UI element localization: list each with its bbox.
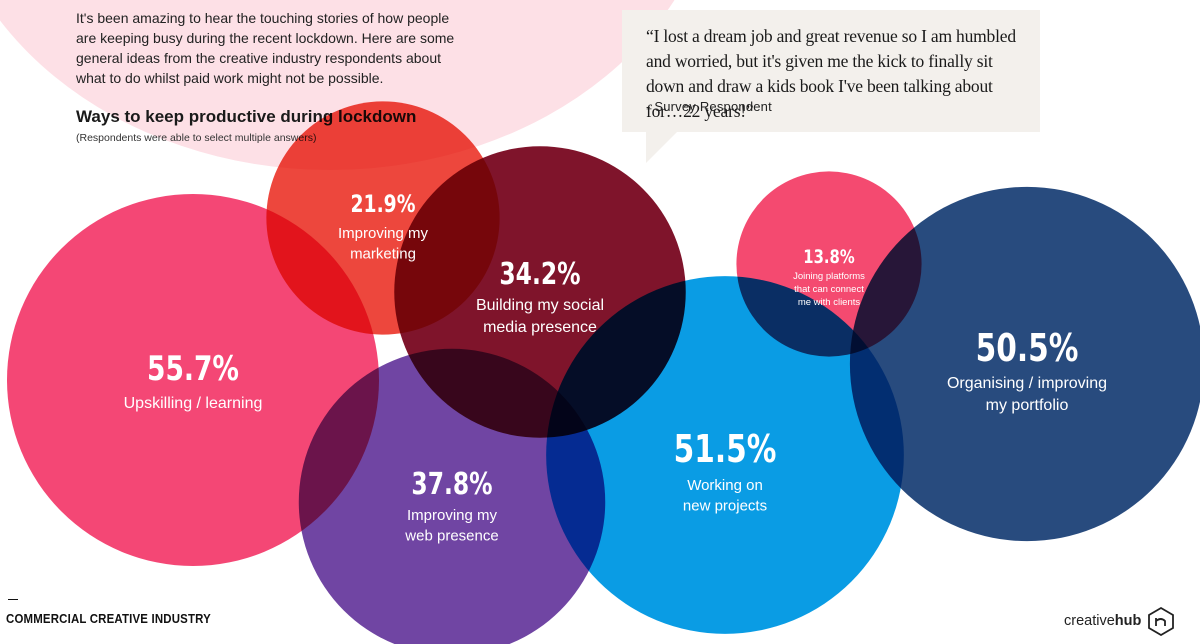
value-label-upskilling: 55.7%: [147, 350, 239, 389]
brand-bold: hub: [1114, 613, 1142, 629]
value-label-marketing: 21.9%: [351, 191, 416, 219]
brand: creativehub: [1064, 606, 1175, 636]
quote-tail: [646, 131, 678, 163]
category-label-platforms: Joining platforms: [793, 271, 865, 282]
category-label-projects: Working on: [687, 477, 763, 494]
chart-subtitle: (Respondents were able to select multipl…: [76, 132, 317, 144]
brand-regular: creative: [1064, 613, 1115, 629]
bubble-projects: [546, 276, 904, 634]
category-label-platforms: me with clients: [798, 297, 861, 308]
quote-attribution: - Survey Respondent: [646, 99, 772, 114]
category-label-marketing: Improving my: [338, 225, 429, 242]
category-label-projects: new projects: [683, 498, 767, 515]
intro-paragraph: It's been amazing to hear the touching s…: [76, 10, 455, 86]
footer-dash: [8, 599, 18, 600]
value-label-web: 37.8%: [411, 467, 492, 502]
bubble-portfolio: [849, 186, 1200, 542]
category-label-portfolio: my portfolio: [986, 397, 1069, 414]
category-label-web: web presence: [404, 528, 498, 545]
category-label-social: Building my social: [476, 297, 604, 314]
category-label-web: Improving my: [407, 507, 498, 524]
category-label-platforms: that can connect: [794, 284, 864, 295]
creativehub-logo-icon: [1148, 606, 1175, 636]
brand-wordmark: creativehub: [1064, 613, 1141, 629]
category-label-social: media presence: [483, 319, 597, 336]
value-label-platforms: 13.8%: [803, 246, 854, 268]
quote-text: “I lost a dream job and great revenue so…: [646, 26, 1016, 121]
bubble-web: [298, 348, 606, 644]
value-label-projects: 51.5%: [674, 427, 777, 472]
category-label-portfolio: Organising / improving: [947, 375, 1107, 392]
category-label-upskilling: Upskilling / learning: [124, 395, 263, 412]
footer-label: COMMERCIAL CREATIVE INDUSTRY: [6, 611, 211, 626]
bubble-upskilling: [7, 194, 379, 566]
quote-box: [622, 10, 1040, 132]
value-label-social: 34.2%: [499, 257, 580, 292]
category-label-marketing: marketing: [350, 246, 416, 263]
value-label-portfolio: 50.5%: [976, 326, 1079, 371]
